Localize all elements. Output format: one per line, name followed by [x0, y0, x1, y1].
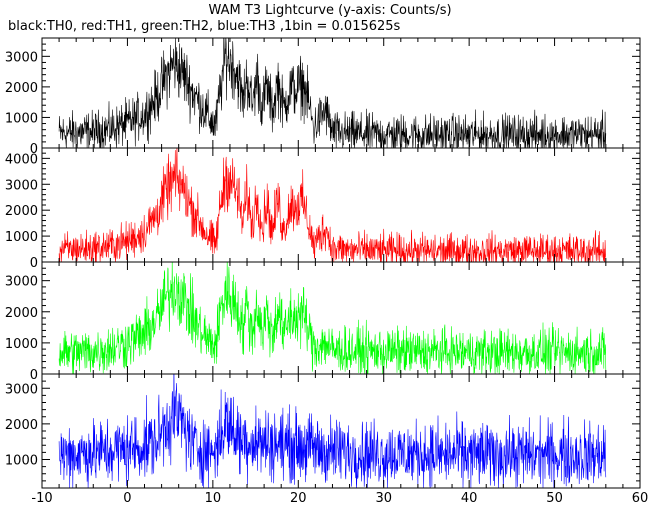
x-tick-label: 50	[546, 491, 563, 504]
y-tick-label: 0	[30, 142, 38, 157]
series-th0	[58, 38, 607, 148]
y-tick-label: 3000	[5, 178, 38, 193]
y-tick-label: 2000	[5, 204, 38, 219]
x-tick-label: 0	[123, 491, 131, 504]
y-tick-label: 3000	[5, 382, 38, 397]
y-tick-label: 3000	[5, 275, 38, 290]
chart-title: WAM T3 Lightcurve (y-axis: Counts/s)	[208, 3, 451, 18]
chart-subtitle: black:TH0, red:TH1, green:TH2, blue:TH3 …	[8, 19, 401, 34]
x-tick-label: 60	[632, 491, 649, 504]
x-tick-label: 30	[375, 491, 392, 504]
y-tick-label: 1000	[5, 337, 38, 352]
y-tick-label: 2000	[5, 81, 38, 96]
x-tick-label: 40	[461, 491, 478, 504]
series-th3	[58, 374, 607, 488]
y-tick-label: 2000	[5, 306, 38, 321]
panel-th3: 1000 2000 3000	[5, 373, 641, 489]
y-tick-label: 0	[30, 256, 38, 271]
x-tick-label: -10	[31, 491, 52, 504]
series-th1	[58, 148, 607, 262]
x-tick-label: 10	[205, 491, 222, 504]
y-tick-label: 1000	[5, 111, 38, 126]
y-tick-label: 1000	[5, 454, 38, 469]
y-tick-label: 1000	[5, 230, 38, 245]
y-tick-label: 2000	[5, 418, 38, 433]
y-tick-label: 4000	[5, 152, 38, 167]
x-tick-label: 20	[290, 491, 307, 504]
series-th2	[58, 262, 607, 374]
y-tick-label: 3000	[5, 50, 38, 65]
y-tick-label: 0	[30, 368, 38, 383]
